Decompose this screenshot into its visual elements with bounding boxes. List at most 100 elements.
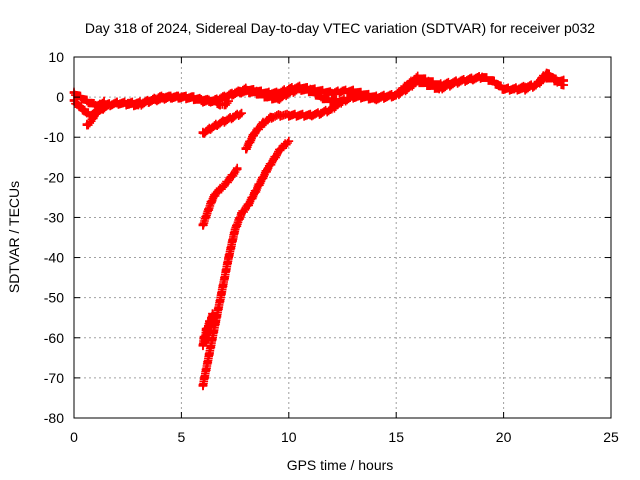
data-point bbox=[531, 80, 541, 90]
data-point bbox=[209, 317, 218, 327]
data-point bbox=[284, 136, 294, 146]
data-point bbox=[559, 76, 569, 86]
data-point bbox=[215, 185, 225, 194]
data-point bbox=[370, 92, 380, 102]
x-tick-label: 5 bbox=[178, 429, 186, 445]
data-point bbox=[230, 225, 240, 234]
data-point bbox=[391, 90, 401, 100]
chart-title: Day 318 of 2024, Sidereal Day-to-day VTE… bbox=[85, 20, 595, 36]
series-dip-near-7h bbox=[211, 95, 233, 110]
data-point bbox=[316, 108, 326, 118]
data-point bbox=[402, 80, 412, 90]
data-point bbox=[269, 154, 279, 164]
data-point bbox=[348, 86, 358, 96]
data-point bbox=[520, 84, 530, 94]
data-point bbox=[198, 221, 208, 230]
series-steep-track-a bbox=[198, 163, 242, 230]
x-tick-label: 20 bbox=[496, 429, 512, 445]
series-steep-track-b bbox=[198, 136, 294, 391]
data-point bbox=[434, 80, 444, 90]
x-tick-label: 25 bbox=[603, 429, 619, 445]
data-point bbox=[338, 86, 347, 96]
data-point bbox=[224, 96, 233, 106]
data-point bbox=[206, 321, 215, 331]
series-descending-track-a bbox=[198, 108, 246, 138]
y-tick-label: -30 bbox=[44, 209, 64, 225]
data-point bbox=[327, 104, 337, 114]
data-point-markers bbox=[198, 136, 294, 390]
data-point bbox=[198, 128, 208, 138]
data-point bbox=[228, 112, 238, 122]
y-tick-label: -20 bbox=[44, 169, 64, 185]
x-tick-label: 10 bbox=[281, 429, 297, 445]
data-point bbox=[199, 333, 209, 343]
series-bottom-trail bbox=[82, 96, 109, 130]
data-point bbox=[217, 285, 227, 294]
data-point bbox=[99, 96, 109, 106]
y-tick-label: 10 bbox=[48, 49, 64, 65]
data-point bbox=[241, 144, 251, 154]
data-point bbox=[338, 96, 347, 106]
data-point bbox=[211, 189, 221, 198]
grid-layer bbox=[74, 57, 611, 418]
series-descending-track-b bbox=[241, 96, 347, 154]
data-point bbox=[256, 177, 266, 186]
data-point bbox=[78, 104, 87, 114]
data-point bbox=[456, 76, 465, 86]
data-point bbox=[284, 110, 294, 120]
data-point bbox=[112, 98, 122, 108]
data-point bbox=[95, 100, 105, 110]
y-axis-label: SDTVAR / TECUs bbox=[6, 181, 22, 293]
y-tick-label: -60 bbox=[44, 330, 64, 346]
data-point bbox=[250, 189, 259, 198]
data-point bbox=[207, 197, 216, 206]
axis-layer: 0 5 10 15 20 25 10 0 -10 -20 -30 -40 -50 -60 -70 -80 bbox=[44, 49, 619, 445]
y-tick-label: -80 bbox=[44, 410, 64, 426]
data-point bbox=[208, 309, 217, 319]
data-point bbox=[224, 253, 233, 262]
data-point bbox=[86, 116, 96, 126]
data-point bbox=[200, 337, 210, 347]
series-layer bbox=[69, 68, 569, 391]
data-point bbox=[211, 96, 221, 106]
data-point bbox=[241, 84, 251, 94]
data-point bbox=[284, 84, 294, 94]
data-point bbox=[305, 84, 315, 94]
data-point bbox=[211, 120, 221, 130]
y-tick-label: 0 bbox=[56, 89, 64, 105]
data-point bbox=[273, 88, 283, 98]
x-tick-label: 0 bbox=[70, 429, 78, 445]
data-point bbox=[258, 118, 268, 128]
data-point bbox=[205, 124, 214, 134]
data-point bbox=[275, 144, 285, 154]
data-point bbox=[477, 72, 487, 82]
data-point bbox=[295, 110, 304, 120]
data-point bbox=[263, 165, 272, 174]
data-point bbox=[220, 92, 229, 102]
data-point bbox=[295, 82, 304, 92]
data-point bbox=[237, 108, 246, 118]
data-point bbox=[202, 209, 212, 218]
data-point bbox=[267, 112, 276, 122]
data-point bbox=[155, 92, 165, 102]
data-point bbox=[198, 381, 208, 391]
data-point-markers bbox=[69, 68, 568, 111]
data-point bbox=[230, 88, 240, 98]
data-point bbox=[91, 108, 100, 118]
series-upper-band bbox=[69, 68, 569, 111]
x-axis-label: GPS time / hours bbox=[287, 457, 394, 473]
data-point bbox=[220, 116, 229, 126]
data-point bbox=[243, 201, 253, 210]
data-point bbox=[488, 76, 498, 86]
data-point bbox=[202, 329, 212, 339]
series-cluster-near-6h bbox=[198, 309, 218, 351]
data-point bbox=[237, 209, 246, 218]
y-tick-label: -10 bbox=[44, 129, 64, 145]
data-point bbox=[252, 86, 261, 96]
data-point bbox=[250, 128, 259, 138]
data-point bbox=[424, 76, 433, 86]
y-tick-label: -70 bbox=[44, 370, 64, 386]
data-point bbox=[220, 181, 229, 190]
